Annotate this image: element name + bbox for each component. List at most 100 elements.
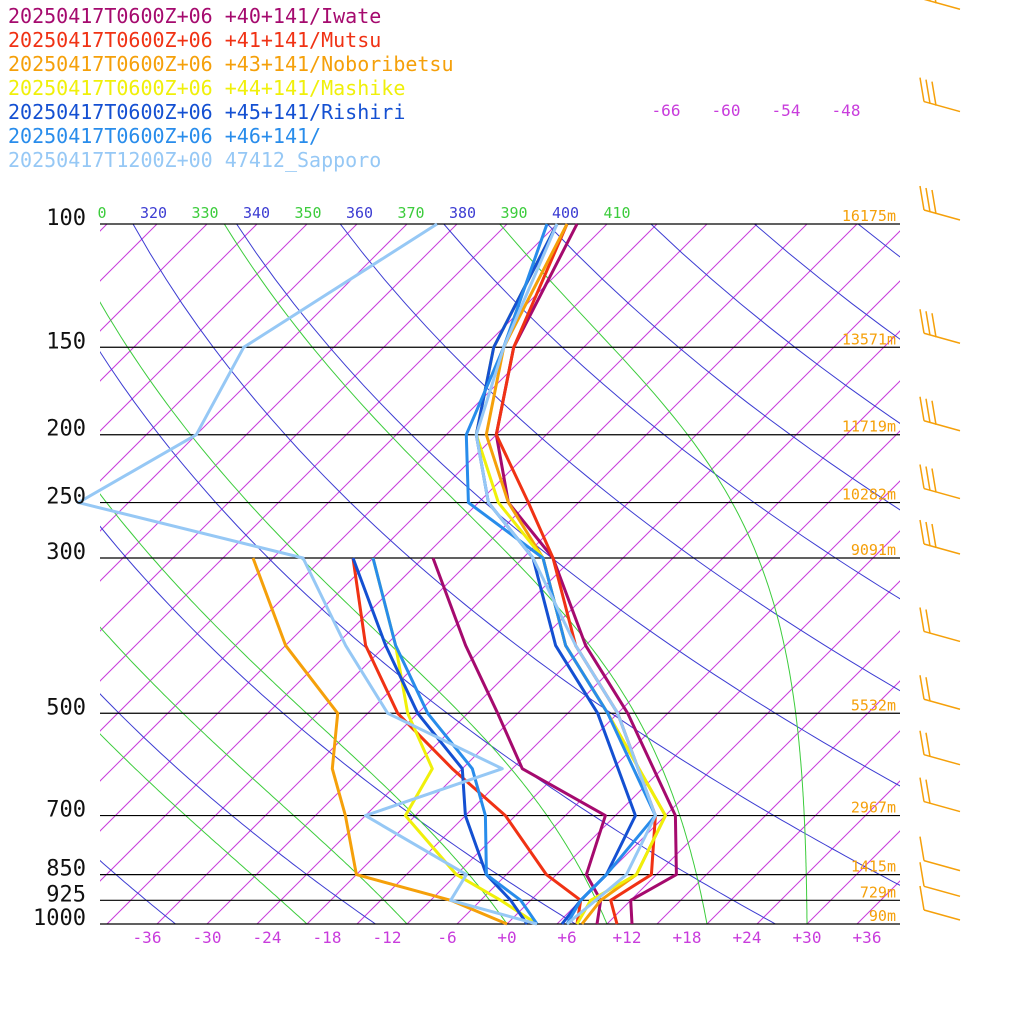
legend-item: 20250417T0600Z+06 +40+141/Iwate bbox=[8, 4, 382, 28]
dewpoint-line bbox=[76, 222, 538, 926]
wind-barb bbox=[919, 675, 961, 711]
height-label: 90m bbox=[869, 907, 896, 925]
wind-barb bbox=[919, 396, 961, 432]
isotherm-line bbox=[100, 224, 608, 732]
legend-item: 20250417T0600Z+06 +45+141/Rishiri bbox=[8, 100, 406, 124]
temperature-line bbox=[494, 223, 678, 925]
isotherm-line bbox=[907, 224, 1024, 924]
isotherm-line bbox=[506, 530, 900, 924]
wind-barb bbox=[919, 730, 961, 766]
legend-item: 20250417T0600Z+06 +41+141/Mutsu bbox=[8, 28, 382, 52]
x-tick-label: -24 bbox=[253, 928, 282, 947]
isotherm-line bbox=[100, 224, 708, 832]
theta-label: 320 bbox=[140, 204, 167, 222]
isotherm-line bbox=[100, 224, 758, 882]
wind-barb bbox=[919, 885, 961, 921]
isotherm-line bbox=[106, 224, 808, 924]
pressure-label: 100 bbox=[46, 206, 86, 231]
dry-adiabat bbox=[443, 224, 900, 600]
isotherm-line bbox=[0, 224, 7, 924]
legend-item: 20250417T0600Z+06 +43+141/Noboribetsu bbox=[8, 52, 454, 76]
isotherm-line bbox=[100, 224, 208, 332]
height-label: 1415m bbox=[851, 858, 896, 876]
wind-barb bbox=[919, 464, 961, 500]
x-tick-label: +18 bbox=[673, 928, 702, 947]
isotherm-label: -66 bbox=[652, 101, 681, 120]
isotherm-line bbox=[100, 224, 508, 632]
x-tick-label: -12 bbox=[373, 928, 402, 947]
isotherm-line bbox=[100, 224, 458, 582]
wind-barb bbox=[919, 309, 961, 344]
sounding-series bbox=[76, 222, 678, 926]
wind-barbs bbox=[919, 0, 961, 921]
wind-barb bbox=[919, 77, 961, 113]
x-tick-label: +0 bbox=[497, 928, 516, 947]
isotherm-line bbox=[100, 224, 558, 682]
dry-adiabat bbox=[754, 224, 900, 340]
pressure-label: 925 bbox=[46, 882, 86, 907]
theta-label: 340 bbox=[243, 204, 270, 222]
isotherm-line bbox=[406, 430, 900, 924]
isotherm-label: -60 bbox=[712, 101, 741, 120]
isotherm-label: -48 bbox=[832, 101, 861, 120]
isotherm-line bbox=[356, 380, 900, 924]
x-tick-label: -36 bbox=[133, 928, 162, 947]
legend-item: 20250417T0600Z+06 +46+141/ bbox=[8, 124, 322, 148]
height-label: 13571m bbox=[842, 330, 896, 348]
dry-adiabat bbox=[339, 224, 900, 692]
theta-label: 400 bbox=[552, 204, 579, 222]
wind-barb bbox=[919, 836, 961, 872]
theta-label: 390 bbox=[500, 204, 527, 222]
dewpoint-line bbox=[371, 557, 538, 926]
x-tick-label: -6 bbox=[437, 928, 456, 947]
x-tick-label: -30 bbox=[193, 928, 222, 947]
isotherm-line bbox=[756, 780, 900, 924]
isotherm-line bbox=[957, 224, 1024, 924]
pressure-label: 700 bbox=[46, 798, 86, 823]
dry-adiabat bbox=[100, 859, 176, 924]
x-tick-label: +30 bbox=[793, 928, 822, 947]
isotherm-line bbox=[856, 880, 900, 924]
dewpoint-line bbox=[371, 557, 539, 925]
isotherm-lines bbox=[0, 224, 1024, 924]
x-tick-label: +36 bbox=[853, 928, 882, 947]
dewpoint-line bbox=[351, 557, 529, 925]
isotherm-line bbox=[456, 480, 900, 924]
x-tick-label: -18 bbox=[313, 928, 342, 947]
theta-label: 360 bbox=[346, 204, 373, 222]
height-label: 10282m bbox=[842, 486, 896, 504]
moist-adiabat bbox=[100, 301, 608, 924]
pressure-label: 250 bbox=[46, 485, 86, 510]
isotherm-line bbox=[556, 580, 900, 924]
wind-barb bbox=[919, 185, 961, 221]
dry-adiabat bbox=[547, 224, 900, 511]
x-tick-label: +6 bbox=[557, 928, 576, 947]
height-label: 2967m bbox=[851, 799, 896, 817]
isotherm-line bbox=[606, 630, 900, 924]
theta-label: 380 bbox=[449, 204, 476, 222]
pressure-label: 850 bbox=[46, 857, 86, 882]
temperature-line bbox=[494, 223, 657, 925]
pressure-label: 1000 bbox=[33, 906, 86, 931]
theta-label: 370 bbox=[397, 204, 424, 222]
height-label: 11719m bbox=[842, 418, 896, 436]
height-label: 16175m bbox=[842, 207, 896, 225]
wind-barb bbox=[919, 519, 961, 555]
isotherm-line bbox=[1007, 224, 1024, 924]
theta-label: 330 bbox=[191, 204, 218, 222]
isotherm-label: -54 bbox=[772, 101, 801, 120]
dewpoint-line bbox=[251, 557, 508, 926]
dry-adiabat bbox=[857, 224, 900, 258]
isotherm-line bbox=[100, 224, 658, 782]
height-label: 5532m bbox=[851, 696, 896, 714]
moist-adiabat bbox=[907, 224, 953, 924]
theta-label: 0 bbox=[97, 204, 106, 222]
wind-barb bbox=[923, 0, 961, 11]
legend-item: 20250417T1200Z+00 47412_Sapporo bbox=[8, 148, 382, 172]
temperature-line bbox=[464, 223, 657, 925]
x-tick-label: +12 bbox=[613, 928, 642, 947]
wind-barb bbox=[919, 862, 961, 898]
height-label: 9091m bbox=[851, 541, 896, 559]
temperature-line bbox=[474, 223, 657, 926]
